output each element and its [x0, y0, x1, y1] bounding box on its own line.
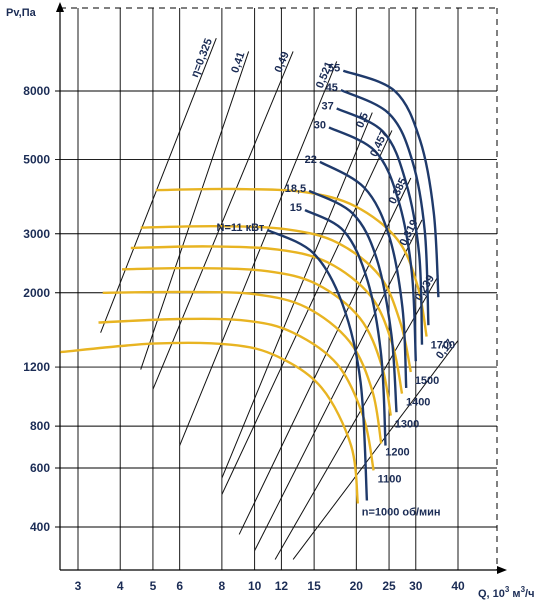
efficiency-line: [254, 219, 423, 551]
x-tick-label: 8: [219, 579, 226, 593]
speed-curve-label: 1400: [406, 397, 430, 409]
speed-curves: [60, 187, 428, 504]
efficiency-line: [221, 130, 393, 495]
efficiency-line: [292, 340, 459, 560]
power-curve-label: 18,5: [285, 183, 306, 195]
power-curve-label: 55: [328, 63, 340, 75]
power-curve: [319, 160, 408, 388]
efficiency-label: 0,457: [368, 129, 391, 159]
efficiency-label: 0,239: [413, 273, 437, 303]
y-axis-label: Pv,Па: [6, 7, 37, 19]
power-curve-label: 45: [326, 82, 338, 94]
x-tick-label: 25: [382, 579, 396, 593]
x-tick-label: 10: [248, 579, 262, 593]
x-tick-label: 6: [176, 579, 183, 593]
x-tick-label: 12: [275, 579, 289, 593]
efficiency-line: [179, 61, 338, 446]
power-curve: [336, 107, 424, 345]
y-tick-label: 800: [30, 419, 50, 433]
axes: Pv,Па Q, 103 м3/ч 3 4 5 6 8 10 12 15 20 25 30 40400…: [6, 7, 534, 600]
y-tick-label: 400: [30, 520, 50, 534]
power-curve: [308, 189, 398, 413]
speed-curve-label: n=1000 об/мин: [362, 507, 441, 519]
power-curve-label: 15: [290, 202, 302, 214]
y-tick-label: 1200: [23, 360, 50, 374]
power-curve: [266, 228, 369, 501]
speed-curve: [140, 224, 412, 373]
power-curve-label: 22: [305, 154, 317, 166]
x-tick-label: 5: [150, 579, 157, 593]
power-curve: [304, 209, 387, 446]
y-tick-label: 2000: [23, 286, 50, 300]
power-curve: [328, 126, 417, 362]
x-tick-label: 4: [117, 579, 124, 593]
power-curve-label: N=11 кВт: [217, 222, 265, 234]
efficiency-line: [238, 177, 412, 535]
x-tick-label: 3: [75, 579, 82, 593]
x-axis-arrow: [497, 566, 507, 574]
efficiency-label: η=0,325: [189, 37, 215, 79]
x-tick-label: 20: [350, 579, 364, 593]
efficiency-label: 0,385: [387, 176, 410, 206]
y-tick-label: 600: [30, 461, 50, 475]
speed-curve-label: 1200: [385, 446, 409, 458]
y-tick-label: 8000: [23, 84, 50, 98]
efficiency-line: [100, 37, 217, 333]
speed-curve-label: 1300: [395, 419, 419, 431]
x-axis-label: Q, 103 м3/ч: [478, 585, 534, 600]
efficiency-label: 0,5: [354, 111, 371, 130]
y-tick-label: 3000: [23, 227, 50, 241]
speed-curve: [102, 290, 383, 444]
x-tick-label: 15: [307, 579, 321, 593]
power-curve-label: 30: [314, 119, 326, 131]
speed-curve-label: 1500: [415, 375, 439, 387]
speed-curve-label: 1700: [431, 340, 455, 352]
speed-curve: [60, 341, 359, 504]
x-tick-label: 40: [451, 579, 465, 593]
y-tick-label: 5000: [23, 152, 50, 166]
power-curve: [340, 89, 430, 326]
power-curve-label: 37: [321, 100, 333, 112]
power-curve: [342, 69, 440, 298]
efficiency-line: [140, 51, 250, 370]
power-curves: [266, 69, 440, 501]
efficiency-line: [274, 275, 439, 560]
x-tick-label: 30: [409, 579, 423, 593]
efficiency-lines: [100, 37, 459, 560]
efficiency-line: [152, 51, 294, 390]
efficiency-line: [221, 112, 373, 479]
speed-curve-label: 1100: [378, 473, 402, 485]
speed-curve: [155, 187, 428, 337]
y-axis-arrow: [56, 2, 64, 12]
